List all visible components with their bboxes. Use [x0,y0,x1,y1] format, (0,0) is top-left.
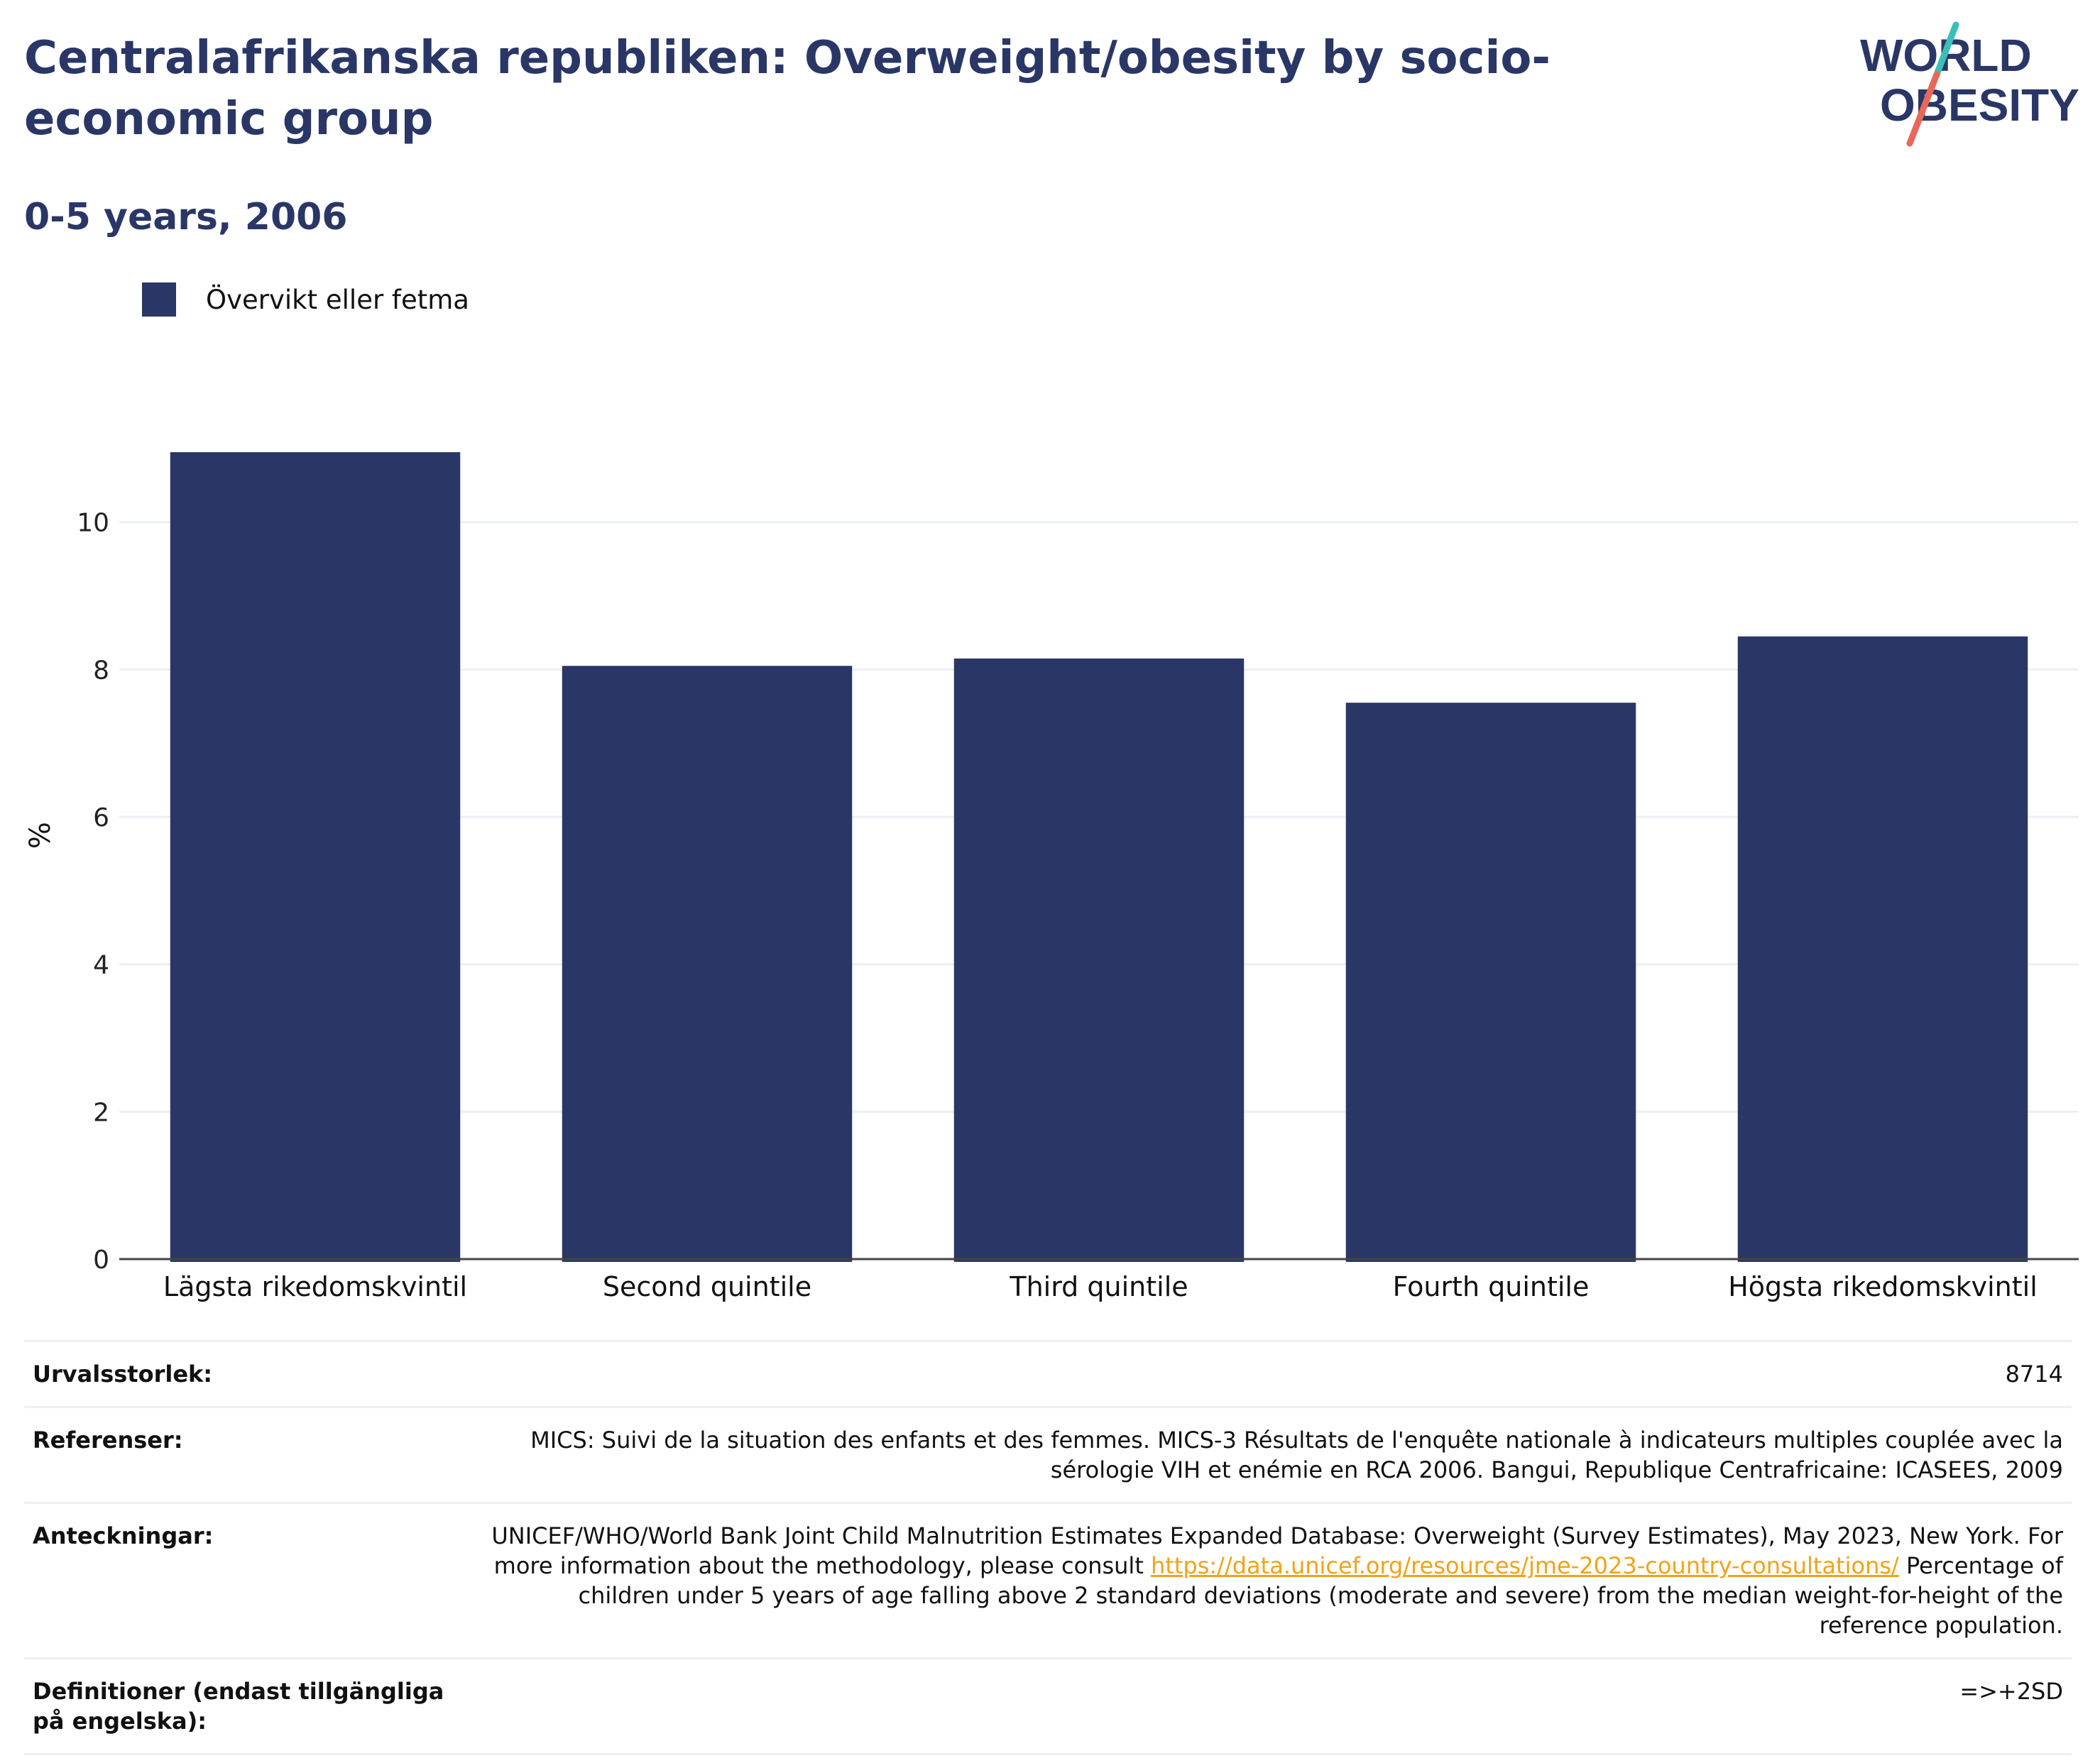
logo-text-obesity: OBESITY [1880,79,2079,131]
meta-value: =>+2SD [1959,1678,2063,1705]
meta-key: Definitioner (endast tillgängliga på eng… [33,1678,444,1735]
meta-row-notes: Anteckningar: UNICEF/WHO/World Bank Join… [24,1502,2072,1657]
meta-row-sample-size: Urvalsstorlek: 8714 [24,1340,2072,1406]
meta-value: 8714 [2005,1361,2063,1388]
metadata-table: Urvalsstorlek: 8714 Referenser: MICS: Su… [24,1340,2072,1755]
meta-key: Urvalsstorlek: [33,1361,213,1388]
meta-value: MICS: Suivi de la situation des enfants … [530,1427,2063,1483]
world-obesity-logo: WORLD OBESITY [1860,21,2079,147]
meta-row-references: Referenser: MICS: Suivi de la situation … [24,1406,2072,1502]
y-tick-label: 8 [93,656,109,685]
y-tick-label: 0 [93,1246,109,1275]
bar [562,666,853,1262]
methodology-link[interactable]: https://data.unicef.org/resources/jme-20… [1151,1552,1899,1579]
meta-key: Anteckningar: [33,1522,214,1549]
chart-legend[interactable]: Övervikt eller fetma [142,282,469,317]
y-tick-label: 6 [93,803,109,833]
bar [1345,703,1636,1262]
logo-slash-coral [1906,71,1940,147]
legend-swatch [142,282,176,317]
x-tick-label: Fourth quintile [1393,1271,1590,1302]
meta-key: Referenser: [33,1427,183,1454]
meta-row-definitions: Definitioner (endast tillgängliga på eng… [24,1657,2072,1755]
logo-slash-teal [1933,21,1959,78]
bar [953,658,1245,1262]
y-tick-label: 2 [93,1098,109,1127]
legend-label: Övervikt eller fetma [206,284,469,315]
y-axis-title: % [24,822,57,849]
x-tick-label: Third quintile [1009,1271,1188,1302]
meta-value: UNICEF/WHO/World Bank Joint Child Malnut… [466,1521,2063,1640]
bar-chart: 0 2 4 6 8 10 Lägsta rikedomskvintil Second quin… [24,452,2079,1302]
y-tick-label: 4 [93,951,109,980]
y-tick-label: 10 [77,509,109,538]
bar [1737,636,2028,1262]
chart-subtitle: 0-5 years, 2006 [24,196,348,238]
bar [170,452,461,1262]
notes-text-before: UNICEF/WHO/World Bank Joint Child Malnut… [491,1522,2063,1579]
chart-title: Centralafrikanska republiken: Overweight… [24,32,1551,145]
x-tick-label: Högsta rikedomskvintil [1728,1271,2038,1302]
notes-text-after: Percentage of children under 5 years of … [578,1552,2064,1639]
x-tick-label: Second quintile [603,1271,811,1302]
x-tick-label: Lägsta rikedomskvintil [163,1271,467,1302]
